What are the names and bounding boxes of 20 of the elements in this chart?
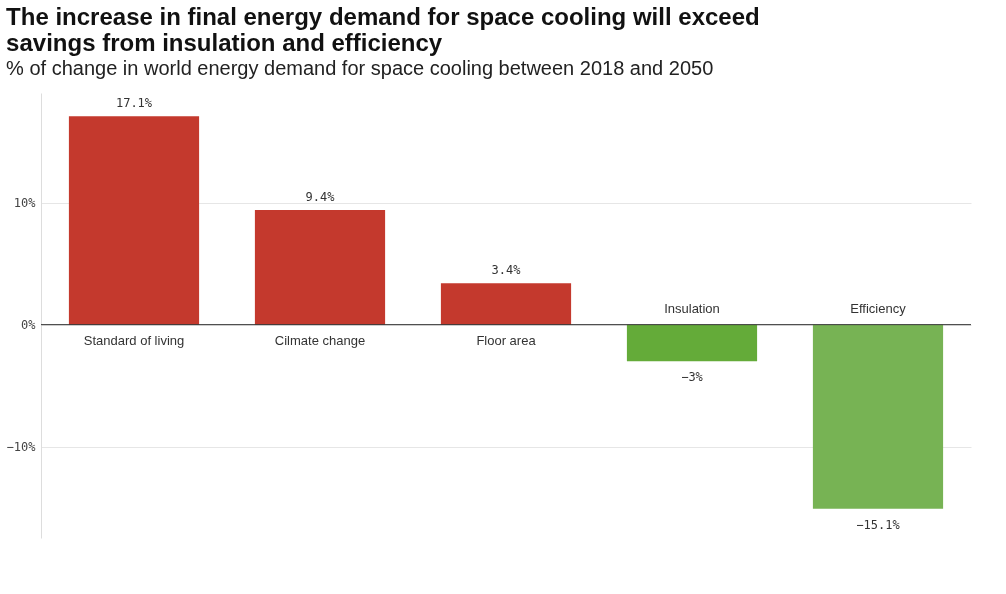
- x-tick-label: Standard of living: [83, 332, 185, 348]
- data-label: −15.1%: [856, 517, 901, 532]
- bar: [812, 324, 944, 509]
- x-tick-label: Efficiency: [850, 300, 907, 316]
- x-tick-label: Cilmate change: [274, 332, 366, 348]
- y-tick-label: 0%: [21, 318, 37, 333]
- x-tick-label: Floor area: [476, 332, 537, 348]
- bar: [440, 283, 572, 325]
- chart-subtitle: % of change in world energy demand for space cooling between 2018 and 2050: [6, 57, 714, 79]
- y-tick-label: −10%: [6, 440, 37, 455]
- bar: [68, 116, 200, 325]
- bar: [626, 324, 758, 362]
- bar: [254, 210, 386, 325]
- data-label: 3.4%: [491, 263, 522, 278]
- data-label: −3%: [681, 370, 704, 385]
- x-tick-label: Insulation: [664, 300, 720, 316]
- data-label: 9.4%: [305, 190, 336, 205]
- y-tick-label: 10%: [13, 196, 37, 211]
- data-label: 17.1%: [115, 96, 153, 111]
- chart-title: The increase in final energy demand for space cooling will exceed savings from insulation and efficiency: [6, 3, 760, 56]
